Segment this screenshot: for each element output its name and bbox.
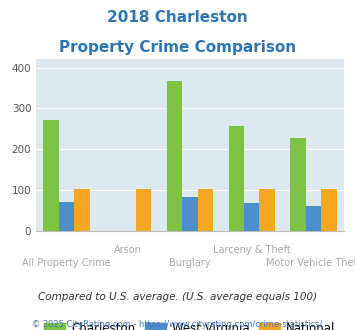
Text: Motor Vehicle Theft: Motor Vehicle Theft [266,258,355,269]
Text: All Property Crime: All Property Crime [22,258,111,269]
Bar [167,81,182,231]
Bar [244,203,260,231]
Text: Property Crime Comparison: Property Crime Comparison [59,40,296,54]
Bar [306,206,321,231]
Bar [182,197,198,231]
Bar [43,120,59,231]
Bar [136,189,151,231]
Bar [198,189,213,231]
Bar [74,189,89,231]
Text: 2018 Charleston: 2018 Charleston [107,10,248,25]
Bar [260,189,275,231]
Bar [229,126,244,231]
Bar [290,138,306,231]
Text: Arson: Arson [114,245,142,255]
Text: Larceny & Theft: Larceny & Theft [213,245,291,255]
Text: Burglary: Burglary [169,258,211,269]
Text: © 2025 CityRating.com - https://www.cityrating.com/crime-statistics/: © 2025 CityRating.com - https://www.city… [32,320,323,329]
Text: Compared to U.S. average. (U.S. average equals 100): Compared to U.S. average. (U.S. average … [38,292,317,302]
Bar [321,189,337,231]
Bar [59,202,74,231]
Legend: Charleston, West Virginia, National: Charleston, West Virginia, National [39,317,340,330]
